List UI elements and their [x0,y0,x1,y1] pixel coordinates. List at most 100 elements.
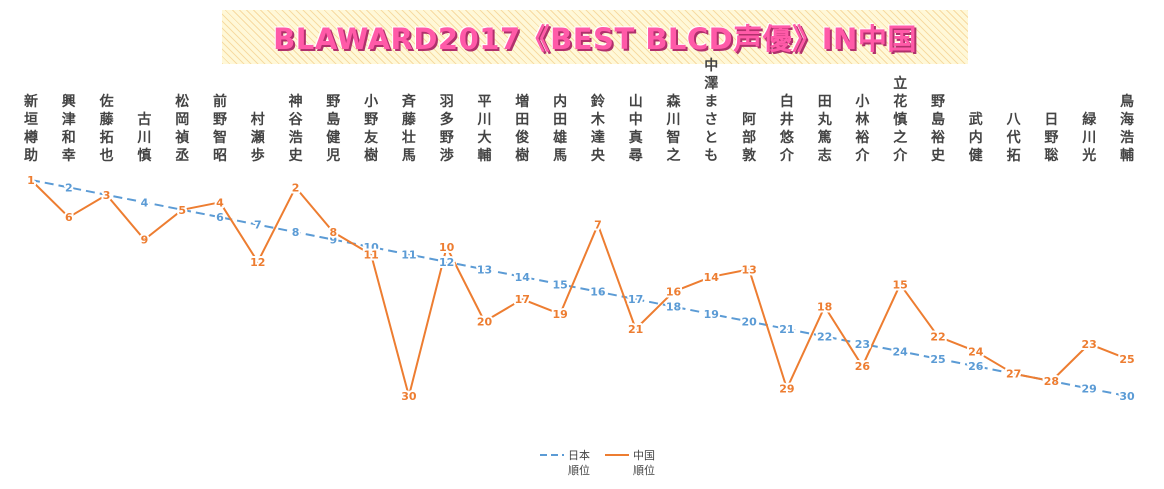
category-label: 羽多野渉 [440,94,454,164]
data-label-china: 29 [779,383,794,396]
data-label-halo: 10 [363,241,379,254]
category-label: 興津和幸 [62,94,76,164]
data-label-halo: 19 [552,308,567,321]
category-label: 田丸篤志 [817,94,833,164]
data-label-halo: 30 [401,390,417,403]
data-label-japan: 16 [590,286,606,299]
data-label-halo: 5 [178,204,186,217]
data-label-china: 6 [65,211,73,224]
data-label-halo: 26 [968,360,984,373]
data-label-japan: 13 [477,263,492,276]
data-label-china: 14 [704,271,720,284]
data-label-china: 13 [741,263,756,276]
data-label-china: 23 [1082,338,1097,351]
category-label: 森川智之 [666,93,682,164]
data-label-halo: 27 [1006,368,1021,381]
data-label-halo: 27 [1006,368,1021,381]
data-label-japan: 25 [930,353,945,366]
data-label-halo: 14 [704,271,720,284]
data-label-japan: 20 [741,316,757,329]
data-label-halo: 22 [817,330,832,343]
data-label-china: 20 [477,316,493,329]
category-label: 斉藤壮馬 [402,93,417,164]
data-label-halo: 2 [65,181,73,194]
data-label-halo: 18 [817,301,832,314]
data-label-china: 10 [439,241,455,254]
data-label-halo: 15 [893,278,908,291]
data-label-halo: 17 [515,293,530,306]
data-label-halo: 24 [968,345,984,358]
category-label: 松岡禎丞 [174,93,190,164]
data-label-china: 26 [855,360,871,373]
data-label-halo: 6 [65,211,73,224]
data-label-china: 3 [103,189,111,202]
data-label-halo: 20 [477,316,493,329]
series-lines [30,179,1128,397]
category-label: 白井悠介 [779,93,795,164]
data-label-china: 30 [401,390,417,403]
data-label-china: 1 [27,174,35,187]
data-label-halo: 24 [893,345,909,358]
data-label-japan: 3 [103,189,111,202]
data-label-japan: 10 [363,241,379,254]
legend-label-china: 中国順位 [633,449,655,477]
data-label-china: 21 [628,323,643,336]
category-label: 神谷浩史 [289,93,304,164]
data-label-halo: 14 [515,271,531,284]
data-label-japan: 19 [704,308,719,321]
data-label-halo: 8 [292,226,300,239]
data-label-japan: 11 [401,249,416,262]
data-label-japan: 24 [893,345,909,358]
data-label-japan: 18 [666,301,681,314]
data-label-halo: 1 [27,174,35,187]
data-label-china: 25 [1119,353,1134,366]
data-label-china: 2 [292,181,300,194]
data-label-halo: 16 [590,286,606,299]
data-label-japan: 30 [1119,390,1135,403]
data-label-halo: 21 [628,323,643,336]
data-label-china: 18 [817,301,832,314]
data-label-halo: 2 [292,181,300,194]
data-label-halo: 12 [439,256,454,269]
data-label-halo: 13 [477,263,492,276]
data-label-halo: 4 [141,196,149,209]
legend-label-japan: 日本順位 [568,448,590,477]
data-label-halo: 7 [594,219,602,232]
data-label-halo: 28 [1044,375,1059,388]
series-line-china [30,179,1128,397]
category-label: 鈴木達央 [590,93,606,164]
data-label-halo: 16 [666,286,682,299]
data-label-halo: 20 [741,316,757,329]
category-label: 野島健児 [325,94,340,164]
data-label-japan: 12 [439,256,454,269]
data-label-japan: 17 [628,293,643,306]
legend: 日本順位 中国順位 [540,448,655,477]
data-label-china: 11 [363,249,378,262]
data-label-china: 27 [1006,368,1021,381]
data-label-japan: 2 [65,181,73,194]
data-label-halo: 29 [1082,383,1097,396]
category-label: 前野智昭 [212,93,227,164]
title-banner: BLAWARD2017《BEST BLCD声優》IN中国 [222,10,968,64]
category-label: 小野友樹 [364,94,378,164]
data-label-halo: 11 [401,249,416,262]
category-label: 山中真尋 [629,94,643,164]
data-label-halo: 17 [628,293,643,306]
category-label: 野島裕史 [930,94,946,164]
data-label-china: 28 [1044,375,1059,388]
category-label: 新垣樽助 [24,93,38,164]
data-label-halo: 26 [855,360,871,373]
data-label-halo: 8 [329,226,337,239]
data-label-halo: 13 [741,263,756,276]
data-label-halo: 9 [329,234,337,247]
data-label-halo: 3 [103,189,111,202]
category-label: 鳥海浩輔 [1120,93,1134,164]
series-line-japan [30,179,1128,397]
data-label-japan: 5 [178,204,186,217]
data-label-japan: 15 [552,278,567,291]
data-label-halo: 28 [1044,375,1059,388]
data-label-halo: 25 [930,353,945,366]
data-label-china: 16 [666,286,682,299]
data-label-halo: 29 [779,383,794,396]
data-label-halo: 15 [552,278,567,291]
